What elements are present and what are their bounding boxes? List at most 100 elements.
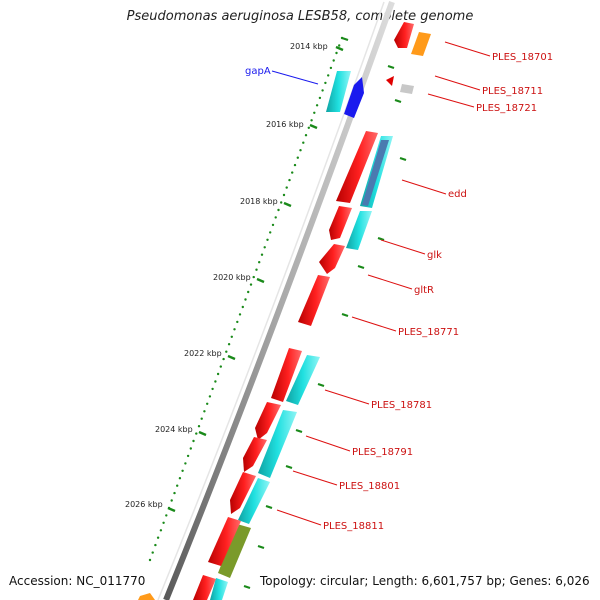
major-tick [283,201,292,208]
gene-label-PLES_18791: PLES_18791 [352,447,413,458]
leader-PLES_18771 [351,316,397,332]
tick-dot [277,208,280,212]
strand-dash [357,264,365,270]
tick-dot [151,551,154,554]
gene-feature-PLES_18801 [230,472,256,514]
tick-dot [159,529,163,532]
strand-dash [341,36,349,42]
tick-dot [274,216,277,219]
tick-dot [154,543,157,547]
strand-dash [377,236,385,242]
genome-backbone-edge [157,1,385,600]
leader-PLES_18701 [444,41,491,57]
tick-dot [282,193,286,197]
leader-PLES_18791 [305,435,351,452]
gene-feature-glk [329,206,352,240]
tick-dot [176,484,179,487]
tick-dot [271,223,275,227]
gene-feature-PLES_18791 [255,402,281,440]
tick-dot [244,298,247,301]
tick-dot [302,141,305,144]
tick-dot [211,387,214,391]
tick-dot [184,462,187,465]
gene-feature-edd [336,131,378,203]
gene-labels: gapA PLES_18701 PLES_18711 PLES_18721 ed… [245,52,553,532]
reverse-strand-features [210,71,393,600]
gene-label-PLES_18781: PLES_18781 [371,400,432,411]
tick-label: 2020 kbp [213,273,251,282]
leader-PLES_18811 [276,509,322,526]
strand-dash [394,98,402,104]
tick-dot [214,380,217,383]
strand-dash [399,156,407,162]
forward-strand-features [138,22,431,600]
gene-feature-PLES_18711 [386,76,394,86]
gene-feature-18801-cyan [238,478,270,524]
tick-label: 2016 kbp [266,120,304,129]
tick-label: 2018 kbp [240,197,278,206]
gene-label-gltR: gltR [414,285,434,296]
tick-dot [335,51,338,55]
tick-dot [219,365,222,368]
tick-dot [332,59,335,62]
tick-dot [258,261,261,264]
tick-label: 2026 kbp [125,500,163,509]
tick-dot [148,558,152,562]
tick-dot [192,439,195,443]
tick-dot [263,246,266,249]
tick-dot [338,44,341,47]
accession-label: Accession: NC_011770 [9,574,146,588]
tick-dot [313,111,316,115]
tick-dot [186,454,190,458]
tick-dot [197,425,201,428]
tick-dot [216,372,220,376]
gene-label-PLES_18711: PLES_18711 [482,86,543,97]
strand-dash [265,504,273,510]
tick-dot [269,231,272,234]
tick-marks [167,45,344,513]
gene-label-edd: edd [448,189,467,200]
tick-dot [266,238,269,241]
major-tick [167,506,176,513]
tick-dot [329,66,333,70]
gene-label-gapA: gapA [245,66,271,77]
leader-gapA [271,70,319,85]
gene-feature-PLES_18811 [208,517,241,566]
leader-gltR [367,274,413,290]
tick-dot [178,477,182,480]
gene-feature-PLES_18721-grey [400,84,414,94]
tick-dot [285,186,288,189]
gene-label-PLES_18721: PLES_18721 [476,103,537,114]
strand-dash [341,312,349,318]
gene-feature-bottom-red [193,575,216,600]
tick-dot [222,357,225,361]
tick-dot [260,253,264,256]
tick-dot [230,335,233,338]
gene-feature-red-6 [243,437,267,472]
major-tick [335,45,344,52]
gene-feature-18811-olive [218,524,251,578]
tick-dot [156,536,160,539]
tick-dot [181,469,184,472]
gene-feature-18791-cyan [258,410,297,478]
tick-dot [203,410,206,413]
tick-dot [296,156,299,159]
tick-label: 2014 kbp [290,42,328,51]
strand-dash [285,464,293,470]
tick-dot [170,499,173,502]
tick-dot [280,201,283,204]
gene-label-glk: glk [427,250,442,261]
gene-feature-PLES_18701-orange [411,32,431,56]
leader-PLES_18801 [292,470,338,486]
tick-dot [162,521,165,524]
gene-feature-PLES_18781 [271,348,302,402]
gene-feature-tail-cyan [210,578,228,600]
tick-dot [195,432,198,435]
major-tick [227,354,236,361]
tick-dot [293,163,297,167]
gene-label-PLES_18771: PLES_18771 [398,327,459,338]
leader-edd [401,179,447,195]
leader-PLES_18721 [427,93,475,108]
gene-feature-top-red [394,22,414,48]
